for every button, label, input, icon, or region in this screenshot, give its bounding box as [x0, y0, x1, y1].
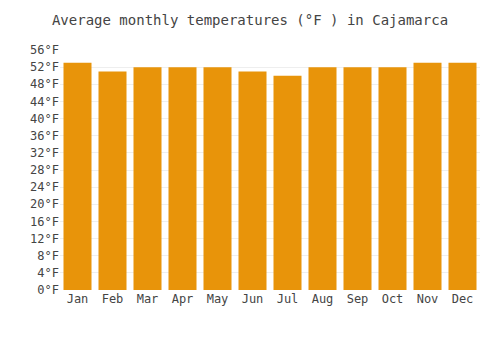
- svg-text:28°F: 28°F: [30, 163, 59, 177]
- svg-text:Feb: Feb: [102, 292, 124, 306]
- svg-text:12°F: 12°F: [30, 232, 59, 246]
- svg-text:36°F: 36°F: [30, 129, 59, 143]
- svg-text:48°F: 48°F: [30, 77, 59, 91]
- svg-text:52°F: 52°F: [30, 60, 59, 74]
- svg-text:8°F: 8°F: [37, 249, 59, 263]
- svg-text:May: May: [207, 292, 229, 306]
- svg-text:Sep: Sep: [347, 292, 369, 306]
- svg-text:Jul: Jul: [277, 292, 299, 306]
- svg-text:0°F: 0°F: [37, 283, 59, 297]
- svg-text:Average monthly temperatures (: Average monthly temperatures (°F ) in Ca…: [52, 12, 448, 28]
- svg-text:32°F: 32°F: [30, 146, 59, 160]
- svg-text:16°F: 16°F: [30, 215, 59, 229]
- svg-text:Apr: Apr: [172, 292, 194, 306]
- svg-text:Jun: Jun: [242, 292, 264, 306]
- svg-text:Dec: Dec: [452, 292, 474, 306]
- svg-text:Nov: Nov: [417, 292, 439, 306]
- svg-text:40°F: 40°F: [30, 112, 59, 126]
- svg-text:Aug: Aug: [312, 292, 334, 306]
- svg-text:56°F: 56°F: [30, 43, 59, 57]
- svg-text:24°F: 24°F: [30, 180, 59, 194]
- svg-text:Jan: Jan: [67, 292, 89, 306]
- svg-text:4°F: 4°F: [37, 266, 59, 280]
- svg-text:20°F: 20°F: [30, 197, 59, 211]
- svg-text:44°F: 44°F: [30, 95, 59, 109]
- svg-text:Mar: Mar: [137, 292, 159, 306]
- svg-text:Oct: Oct: [382, 292, 404, 306]
